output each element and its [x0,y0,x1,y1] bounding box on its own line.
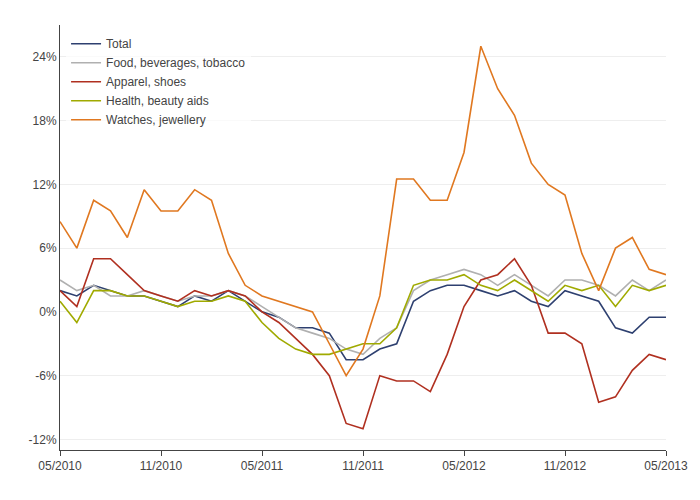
svg-text:Health, beauty aids: Health, beauty aids [106,94,209,108]
svg-text:6%: 6% [39,241,57,255]
svg-text:11/2012: 11/2012 [544,459,587,473]
svg-text:18%: 18% [33,114,57,128]
svg-text:11/2010: 11/2010 [140,459,183,473]
svg-text:Apparel, shoes: Apparel, shoes [106,75,186,89]
svg-text:Watches, jewellery: Watches, jewellery [106,113,206,127]
svg-text:12%: 12% [33,178,57,192]
svg-text:11/2011: 11/2011 [342,459,384,473]
svg-text:-6%: -6% [35,369,57,383]
svg-text:05/2012: 05/2012 [442,459,486,473]
svg-text:05/2010: 05/2010 [38,459,82,473]
svg-text:0%: 0% [39,305,57,319]
svg-text:05/2011: 05/2011 [241,459,284,473]
svg-text:05/2013: 05/2013 [644,459,688,473]
svg-text:24%: 24% [33,50,57,64]
svg-text:Food, beverages, tobacco: Food, beverages, tobacco [106,56,245,70]
svg-text:Total: Total [106,37,131,51]
svg-text:-12%: -12% [29,433,57,447]
